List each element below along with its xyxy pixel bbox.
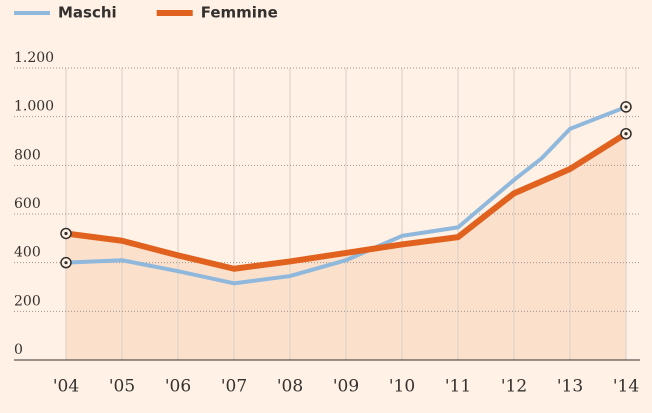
y-tick-label: 1.000 xyxy=(14,99,54,115)
x-tick-label: '14 xyxy=(613,377,639,397)
y-tick-label: 800 xyxy=(14,147,41,163)
y-tick-label: 200 xyxy=(14,293,41,309)
y-tick-label: 600 xyxy=(14,196,41,212)
x-tick-label: '07 xyxy=(221,377,247,397)
area xyxy=(66,133,626,360)
x-tick-label: '05 xyxy=(109,377,135,397)
end-marker-dot xyxy=(624,105,628,109)
y-tick-label: 400 xyxy=(14,245,41,261)
x-tick-label: '06 xyxy=(165,377,191,397)
y-tick-label: 1.200 xyxy=(14,50,54,66)
x-tick-label: '08 xyxy=(277,377,303,397)
x-tick-label: '04 xyxy=(53,377,79,397)
legend-label: Maschi xyxy=(58,4,117,22)
y-tick-label: 0 xyxy=(14,342,23,358)
end-marker-dot xyxy=(64,231,68,236)
end-marker-dot xyxy=(64,261,68,265)
x-tick-label: '11 xyxy=(445,377,471,397)
x-tick-label: '10 xyxy=(389,377,415,397)
end-marker-dot xyxy=(624,132,628,136)
x-tick-label: '09 xyxy=(333,377,359,397)
x-tick-label: '13 xyxy=(557,377,583,397)
x-tick-label: '12 xyxy=(501,377,527,397)
line xyxy=(65,131,628,272)
legend-label: Femmine xyxy=(201,4,278,22)
